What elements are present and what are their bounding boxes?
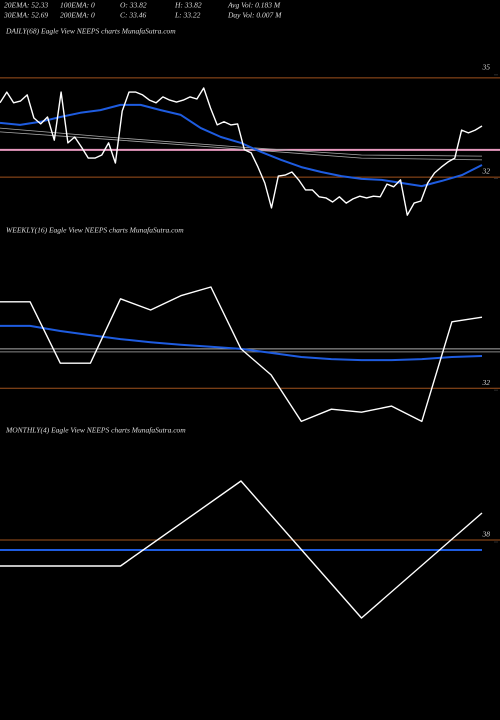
panel-title: DAILY(68) Eagle View NEEPS charts Munafa… <box>5 27 176 36</box>
header-stat: C: 33.46 <box>120 11 147 20</box>
header-stat: 20EMA: 52.33 <box>4 1 48 10</box>
y-tick-label: 38 <box>482 530 491 539</box>
series-line <box>0 127 483 157</box>
series-line <box>0 131 483 161</box>
header-stat: L: 33.22 <box>174 11 201 20</box>
series-line <box>0 286 483 423</box>
header-stat: O: 33.82 <box>120 1 147 10</box>
y-tick-label: 32 <box>482 378 491 387</box>
series-line <box>0 87 483 216</box>
panel-title: MONTHLY(4) Eagle View NEEPS charts Munaf… <box>5 426 186 435</box>
header-stat: 100EMA: 0 <box>60 1 95 10</box>
header-stat: 30EMA: 52.69 <box>3 11 48 20</box>
panel-title: WEEKLY(16) Eagle View NEEPS charts Munaf… <box>6 226 184 235</box>
series-line <box>0 480 483 619</box>
y-tick-label: 35 <box>482 63 491 72</box>
series-line <box>0 324 483 362</box>
header-stat: 200EMA: 0 <box>60 11 95 20</box>
y-tick-label: 32 <box>482 166 491 175</box>
header-stat: H: 33.82 <box>174 1 202 10</box>
header-stat: Avg Vol: 0.183 M <box>227 1 281 10</box>
series-line <box>0 103 483 188</box>
header-stat: Day Vol: 0.007 M <box>227 11 282 20</box>
